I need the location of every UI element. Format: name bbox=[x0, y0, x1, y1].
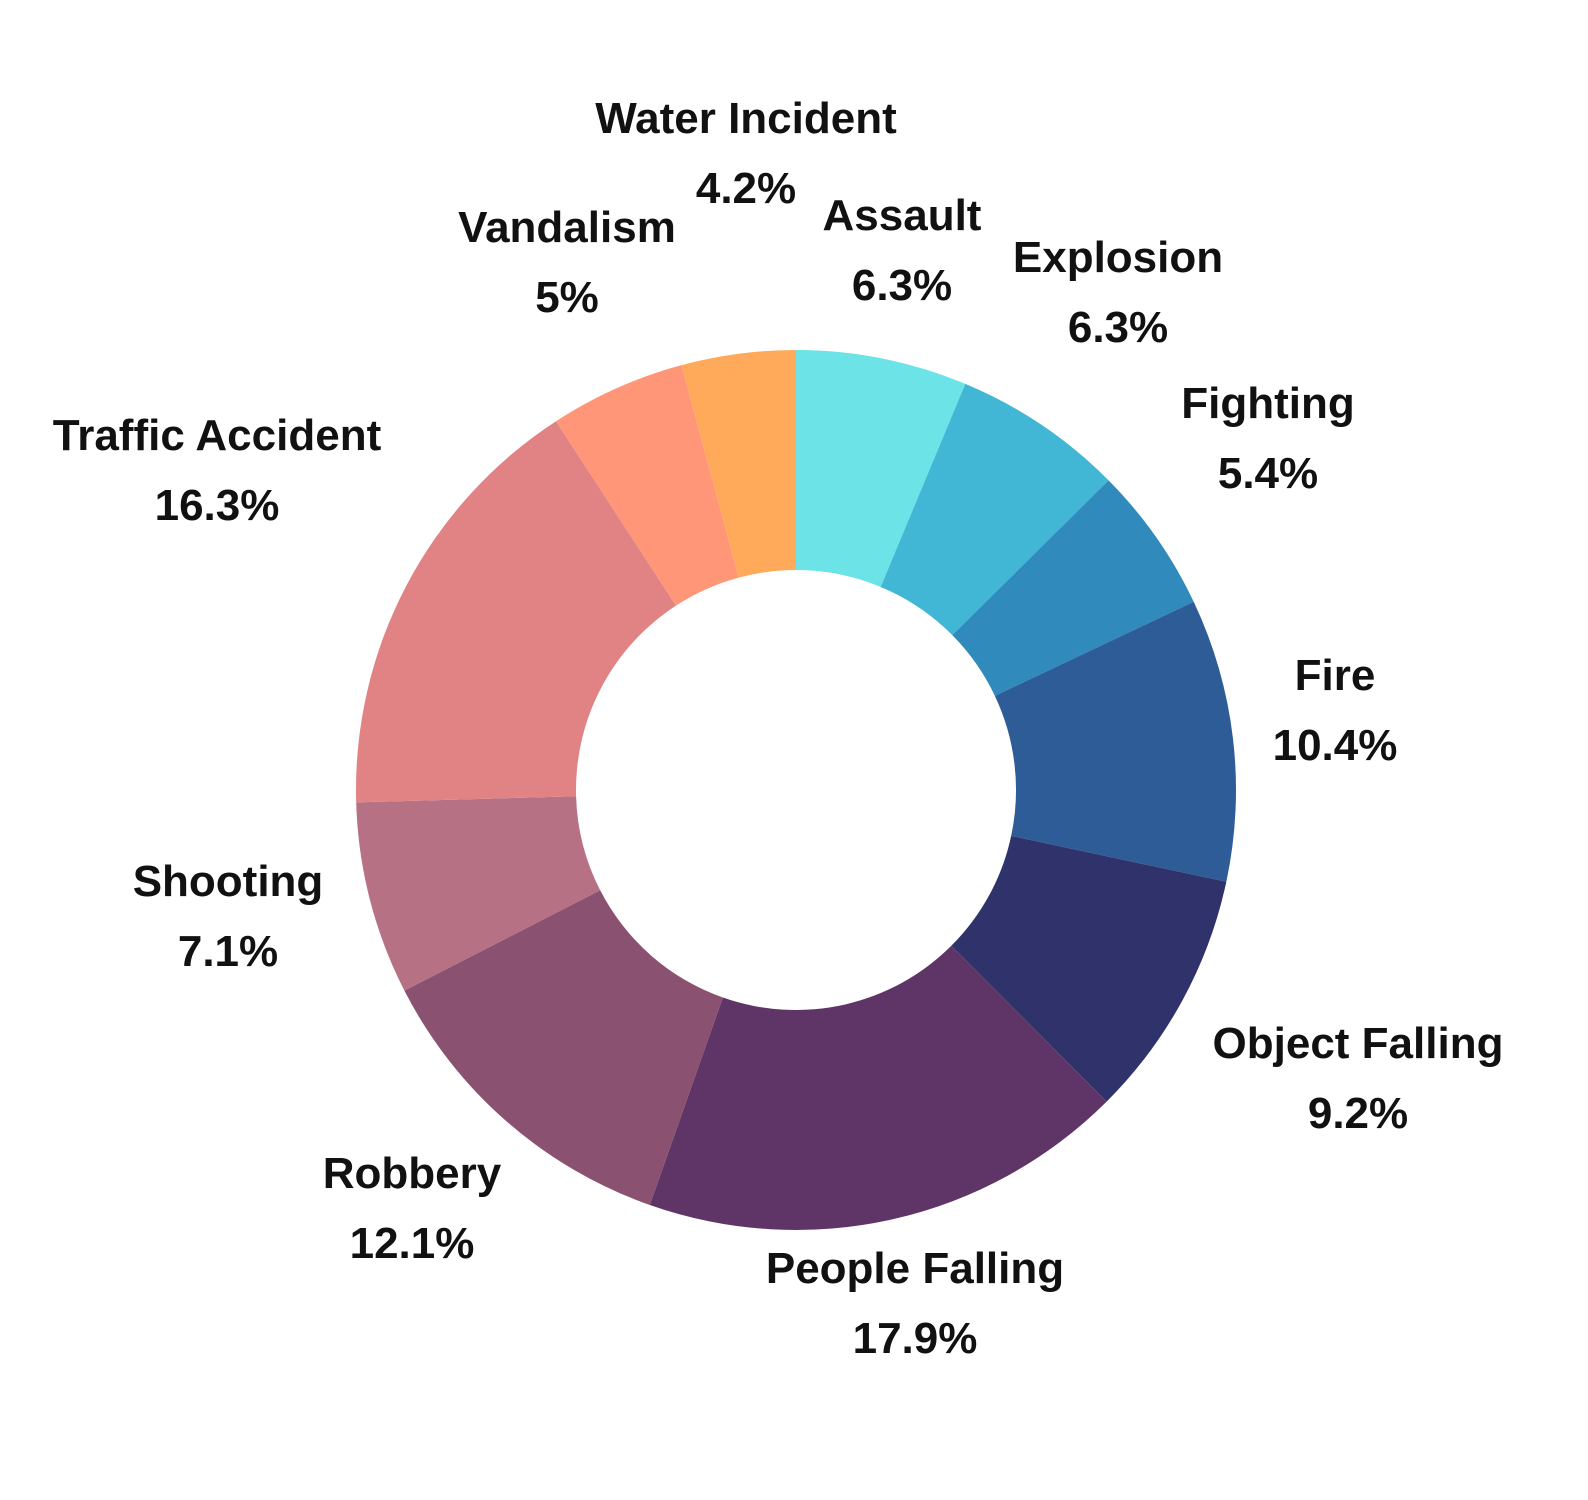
slice-label-robbery: Robbery bbox=[323, 1149, 502, 1198]
slice-value-people-falling: 17.9% bbox=[853, 1314, 978, 1363]
slice-labels: Assault 6.3% Explosion 6.3% Fighting 5.4% Fire… bbox=[53, 94, 1504, 1363]
slice-fighting bbox=[952, 480, 1194, 696]
slice-value-fire: 10.4% bbox=[1273, 721, 1398, 770]
slice-label-people-falling: People Falling bbox=[766, 1244, 1064, 1293]
slice-vandalism bbox=[556, 365, 739, 606]
slice-shooting bbox=[356, 796, 601, 991]
slice-label-vandalism: Vandalism bbox=[458, 203, 676, 252]
slice-water-incident bbox=[681, 350, 796, 578]
slice-value-robbery: 12.1% bbox=[350, 1219, 475, 1268]
slice-traffic-accident bbox=[356, 421, 677, 803]
slice-value-traffic-accident: 16.3% bbox=[155, 481, 280, 530]
slice-fire bbox=[994, 601, 1236, 882]
slice-value-vandalism: 5% bbox=[535, 273, 599, 322]
slice-value-shooting: 7.1% bbox=[178, 927, 278, 976]
slice-value-object-falling: 9.2% bbox=[1308, 1089, 1408, 1138]
slice-label-fire: Fire bbox=[1295, 651, 1376, 700]
slice-value-assault: 6.3% bbox=[852, 261, 952, 310]
slice-label-assault: Assault bbox=[823, 191, 982, 240]
slice-label-shooting: Shooting bbox=[133, 857, 324, 906]
slice-value-explosion: 6.3% bbox=[1068, 303, 1168, 352]
slice-value-fighting: 5.4% bbox=[1218, 449, 1318, 498]
donut-slices bbox=[356, 350, 1236, 1230]
slice-label-object-falling: Object Falling bbox=[1213, 1019, 1504, 1068]
slice-explosion bbox=[880, 383, 1109, 636]
slice-label-traffic-accident: Traffic Accident bbox=[53, 411, 382, 460]
slice-assault bbox=[796, 350, 966, 587]
slice-people-falling bbox=[649, 945, 1107, 1230]
slice-value-water-incident: 4.2% bbox=[696, 164, 796, 213]
slice-label-fighting: Fighting bbox=[1181, 379, 1355, 428]
slice-robbery bbox=[404, 890, 723, 1206]
slice-label-water-incident: Water Incident bbox=[595, 94, 897, 143]
slice-label-explosion: Explosion bbox=[1013, 233, 1223, 282]
slice-object-falling bbox=[951, 835, 1227, 1102]
